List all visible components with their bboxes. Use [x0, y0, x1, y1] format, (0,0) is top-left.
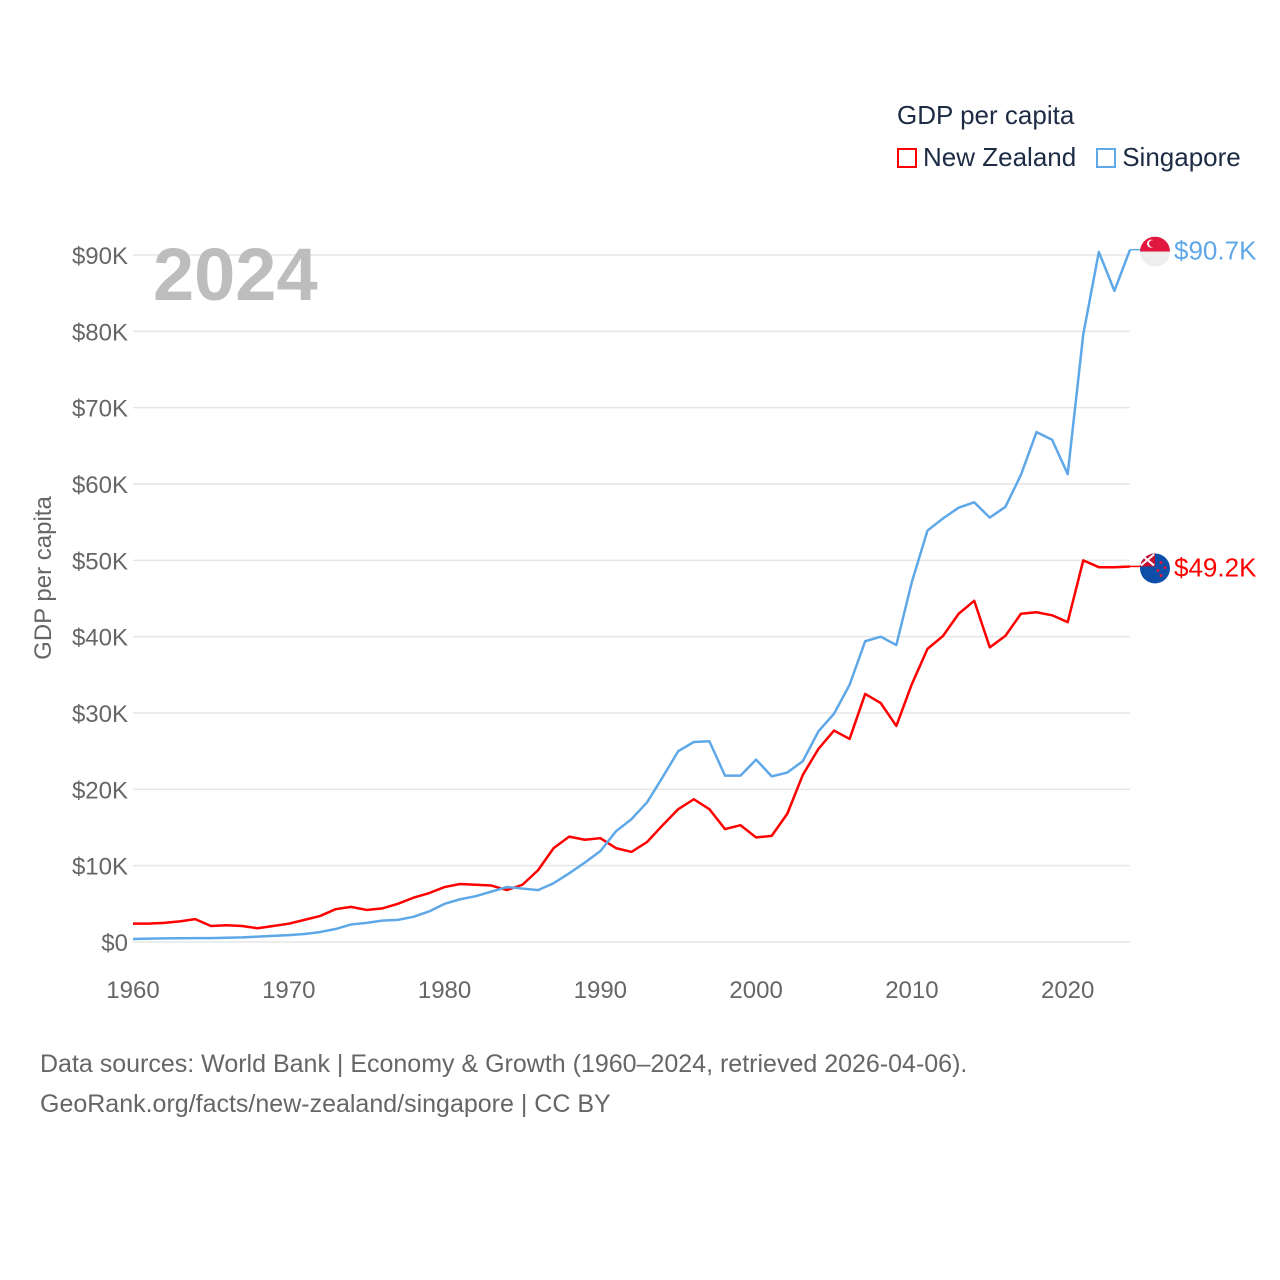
footer: Data sources: World Bank | Economy & Gro…: [40, 1044, 967, 1124]
source-link[interactable]: GeoRank.org/facts/new-zealand/singapore …: [40, 1090, 611, 1118]
y-tick-label: $30K: [72, 701, 128, 728]
y-tick-label: $60K: [72, 472, 128, 499]
y-tick-label: $40K: [72, 625, 128, 652]
legend-label: Singapore: [1122, 142, 1241, 172]
legend-title: GDP per capita: [897, 100, 1075, 130]
end-value-label: $90.7K: [1174, 236, 1257, 266]
legend-item-singapore[interactable]: Singapore: [1096, 142, 1241, 173]
singapore-flag-icon: [1140, 236, 1170, 267]
new-zealand-flag-icon: [1140, 553, 1170, 584]
series-line-new-zealand: [133, 559, 1131, 930]
y-tick-label: $70K: [72, 396, 128, 423]
y-tick-label: $0: [101, 930, 128, 957]
legend-swatch: [1096, 147, 1117, 168]
end-value-label: $49.2K: [1174, 552, 1257, 582]
x-tick-label: 1960: [106, 977, 159, 1004]
x-tick-label: 2010: [885, 977, 938, 1004]
year-watermark: 2024: [153, 233, 318, 316]
x-tick-label: 1990: [574, 977, 627, 1004]
legend-label: New Zealand: [923, 142, 1077, 172]
y-tick-label: $90K: [72, 243, 128, 270]
series-line-singapore: [132, 249, 1132, 941]
y-tick-label: $10K: [72, 854, 128, 881]
y-axis-title: GDP per capita: [30, 496, 57, 660]
y-tick-label: $80K: [72, 319, 128, 346]
x-tick-label: 1970: [262, 977, 315, 1004]
legend-swatch: [897, 147, 917, 168]
x-tick-label: 2020: [1041, 977, 1094, 1004]
x-tick-label: 2000: [729, 977, 782, 1004]
y-tick-label: $50K: [72, 548, 128, 575]
x-tick-label: 1980: [418, 977, 471, 1004]
legend-item-new-zealand[interactable]: New Zealand: [897, 142, 1076, 173]
y-tick-label: $20K: [72, 777, 128, 804]
data-sources: Data sources: World Bank | Economy & Gro…: [40, 1050, 968, 1078]
legend: New Zealand Singapore: [897, 142, 1241, 173]
